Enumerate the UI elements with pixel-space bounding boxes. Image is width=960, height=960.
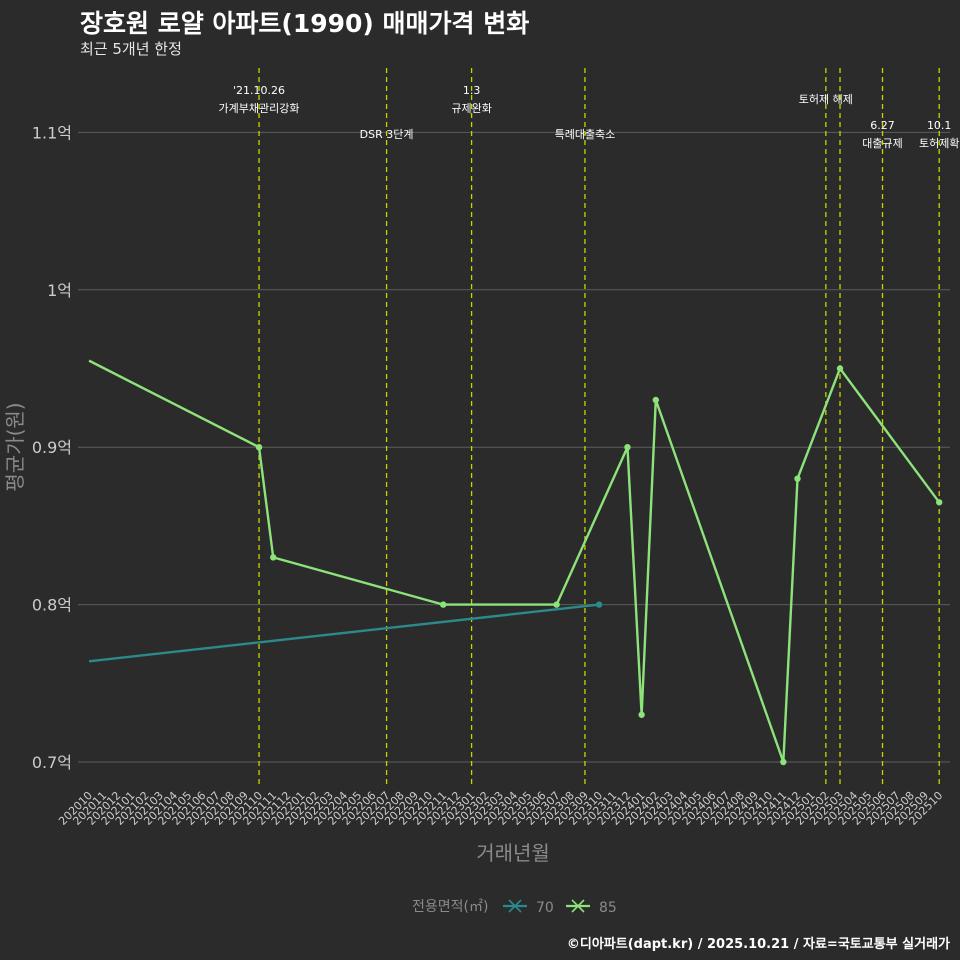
event-label: 대출규제 bbox=[862, 137, 902, 150]
legend-item-70: 70 bbox=[503, 899, 554, 916]
x-axis: 2020102020112020122021012021022021032021… bbox=[56, 789, 945, 828]
y-tick-label: 0.9억 bbox=[32, 438, 72, 457]
data-point bbox=[553, 601, 560, 608]
data-point bbox=[595, 601, 603, 608]
event-label: 10.1 bbox=[927, 119, 952, 132]
data-point bbox=[440, 601, 447, 608]
chart-title: 장호원 로얄 아파트(1990) 매매가격 변화 bbox=[80, 9, 530, 38]
y-tick-label: 1억 bbox=[47, 281, 72, 300]
data-point bbox=[624, 444, 631, 451]
gridlines bbox=[78, 131, 950, 763]
series-lines bbox=[88, 359, 943, 766]
data-point bbox=[255, 444, 263, 451]
y-tick-label: 0.7억 bbox=[32, 753, 72, 772]
legend-key-cross bbox=[508, 899, 522, 913]
event-label: 규제완화 bbox=[451, 102, 491, 115]
event-label: '21.10.26 bbox=[233, 84, 285, 97]
chart-subtitle: 최근 5개년 한정 bbox=[80, 40, 182, 58]
event-label: 가계부채관리강화 bbox=[219, 102, 300, 115]
legend-key-cross bbox=[571, 899, 585, 913]
event-label: DSR 3단계 bbox=[360, 128, 414, 141]
legend-label: 85 bbox=[599, 900, 617, 916]
data-point bbox=[638, 711, 645, 718]
event-label: 1.3 bbox=[463, 84, 481, 97]
legend-item-85: 85 bbox=[566, 899, 617, 916]
event-label: 특례대출축소 bbox=[555, 128, 616, 141]
series-line-85 bbox=[88, 359, 941, 764]
data-point bbox=[836, 365, 844, 372]
data-point bbox=[270, 554, 277, 561]
series-line-70 bbox=[88, 603, 600, 663]
y-tick-label: 1.1억 bbox=[32, 123, 72, 142]
event-label: 토허제확 bbox=[919, 137, 959, 150]
event-label: 토허제 해제 bbox=[799, 92, 853, 106]
event-label: 6.27 bbox=[870, 119, 895, 132]
legend: 전용면적(㎡) 70 85 bbox=[412, 899, 617, 916]
data-point bbox=[794, 475, 801, 482]
y-tick-label: 0.8억 bbox=[32, 596, 72, 615]
x-axis-title: 거래년월 bbox=[476, 841, 550, 865]
y-axis-title: 평균가(원) bbox=[3, 402, 27, 491]
data-point bbox=[936, 499, 943, 506]
data-point bbox=[780, 758, 787, 766]
legend-label: 70 bbox=[536, 900, 554, 916]
source-caption: ©디아파트(dapt.kr) / 2025.10.21 / 자료=국토교통부 실… bbox=[566, 937, 950, 952]
legend-title: 전용면적(㎡) bbox=[412, 899, 488, 915]
y-axis: 0.7억 0.8억 0.9억 1억 1.1억 bbox=[32, 123, 72, 772]
data-point bbox=[652, 396, 659, 404]
